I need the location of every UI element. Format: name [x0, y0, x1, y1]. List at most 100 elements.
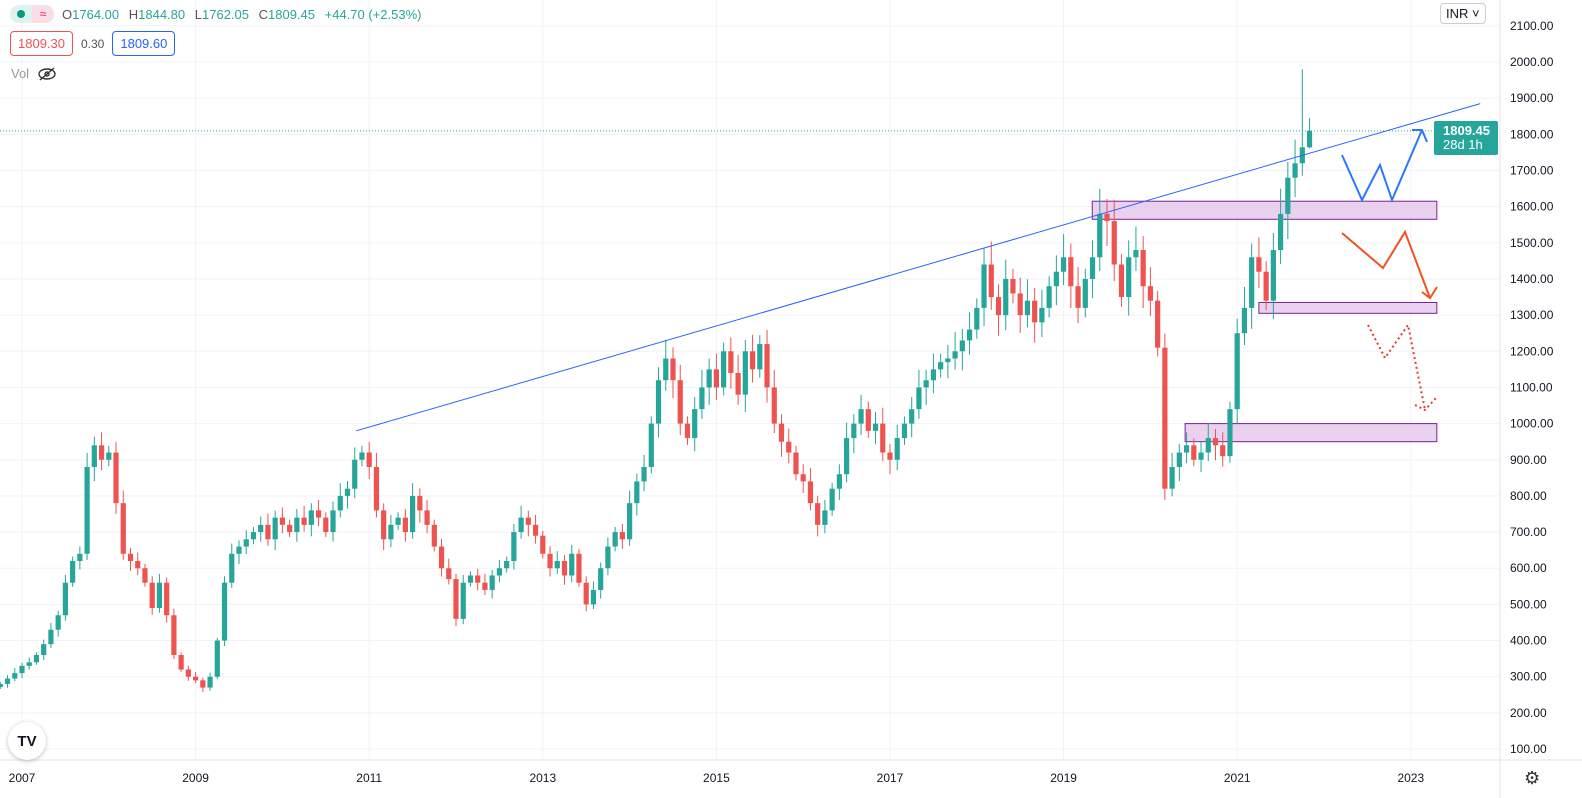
time-tick: 2013 — [529, 771, 556, 785]
candle-up — [460, 582, 466, 619]
candle-up — [641, 466, 647, 482]
candle-down — [735, 372, 741, 395]
candle-down — [1256, 257, 1262, 272]
candle-down — [1118, 264, 1125, 298]
candle-up — [590, 589, 597, 605]
candle-up — [1053, 271, 1059, 287]
candle-up — [489, 575, 495, 590]
candle-down — [98, 445, 105, 460]
candle-up — [916, 387, 922, 410]
price-tick: 500.00 — [1510, 597, 1547, 611]
candle-up — [77, 553, 83, 562]
candle-down — [786, 441, 792, 453]
candle-down — [670, 358, 676, 381]
candle-up — [26, 662, 32, 666]
price-tick: 1800.00 — [1510, 127, 1554, 141]
buy-button[interactable]: 1809.60 — [112, 31, 176, 56]
candle-down — [301, 517, 307, 525]
change-value: +44.70 (+2.53%) — [324, 6, 422, 22]
candle-down — [315, 510, 322, 518]
candle-down — [532, 524, 539, 536]
candle-down — [1191, 445, 1197, 460]
candle-up — [33, 655, 40, 663]
currency-selector[interactable]: INR ˅ — [1440, 3, 1486, 24]
candle-down — [1155, 300, 1161, 348]
candle-up — [12, 673, 18, 679]
candle-up — [70, 561, 76, 583]
candles — [0, 69, 1313, 692]
candle-down — [525, 517, 531, 525]
candle-up — [901, 423, 908, 439]
candle-up — [55, 615, 61, 630]
candle-down — [142, 568, 148, 583]
candle-down — [1075, 286, 1081, 308]
price-axis[interactable]: 100.00 200.00 300.00 400.00 500.00 600.00 700.… — [1510, 19, 1554, 756]
candle-up — [1003, 278, 1009, 316]
candle-down — [120, 503, 126, 554]
candle-down — [127, 553, 134, 562]
candle-up — [496, 568, 502, 576]
time-tick: 2021 — [1224, 771, 1251, 785]
drawings[interactable] — [0, 103, 1500, 432]
time-axis[interactable]: 2007 2009 2011 2013 2015 2017 2019 2021 2023 — [9, 771, 1425, 785]
candle-up — [959, 340, 965, 352]
time-tick: 2009 — [182, 771, 209, 785]
candle-down — [200, 680, 206, 688]
candle-down — [793, 452, 799, 475]
candle-up — [757, 344, 763, 370]
open-value: 1764.00 — [72, 6, 120, 22]
price-tick: 1000.00 — [1510, 417, 1554, 431]
candle-up — [229, 553, 235, 583]
candle-down — [446, 568, 452, 580]
candle-up — [627, 503, 633, 540]
symbol-status-pill[interactable]: ≈ — [10, 5, 54, 23]
volume-indicator[interactable]: Vol — [11, 66, 57, 81]
gear-icon[interactable]: ⚙ — [1524, 768, 1541, 788]
candle-down — [431, 524, 437, 547]
candle-up — [655, 380, 662, 424]
candle-down — [381, 510, 387, 540]
candle-up — [1046, 286, 1052, 308]
candle-up — [243, 539, 249, 547]
candle-up — [598, 568, 604, 590]
candle-up — [156, 582, 163, 609]
candle-up — [84, 466, 90, 554]
support-zone — [1258, 301, 1438, 314]
candle-down — [1263, 271, 1269, 301]
candle-up — [938, 362, 944, 370]
candle-up — [41, 644, 47, 656]
time-tick: 2007 — [9, 771, 36, 785]
candle-up — [721, 351, 727, 388]
candle-down — [815, 503, 821, 525]
candle-up — [663, 358, 669, 381]
sell-button[interactable]: 1809.30 — [10, 31, 73, 56]
high-value: 1844.80 — [138, 6, 186, 22]
candle-up — [554, 561, 560, 569]
candle-up — [207, 676, 213, 688]
tradingview-logo[interactable]: TV — [8, 722, 46, 760]
support-zone — [1184, 423, 1438, 443]
support-zones[interactable] — [1091, 200, 1438, 443]
candle-up — [410, 495, 416, 533]
price-tick: 1200.00 — [1510, 344, 1554, 358]
candle-down — [1017, 293, 1023, 316]
candle-down — [684, 423, 691, 439]
eye-hidden-icon[interactable] — [37, 66, 57, 81]
candle-up — [344, 488, 351, 496]
candle-down — [193, 676, 199, 681]
candle-down — [880, 423, 886, 453]
candle-up — [359, 452, 365, 460]
candle-down — [1220, 445, 1226, 457]
time-tick: 2019 — [1050, 771, 1077, 785]
arrow-down-dotted-icon — [1414, 397, 1437, 412]
candle-up — [872, 423, 879, 431]
price-tick: 2000.00 — [1510, 55, 1554, 69]
candle-down — [475, 575, 481, 583]
candle-up — [1205, 438, 1211, 453]
candle-up — [894, 438, 900, 460]
candle-down — [323, 517, 329, 533]
candle-up — [981, 264, 987, 308]
candle-down — [287, 524, 293, 533]
candle-up — [742, 351, 748, 395]
